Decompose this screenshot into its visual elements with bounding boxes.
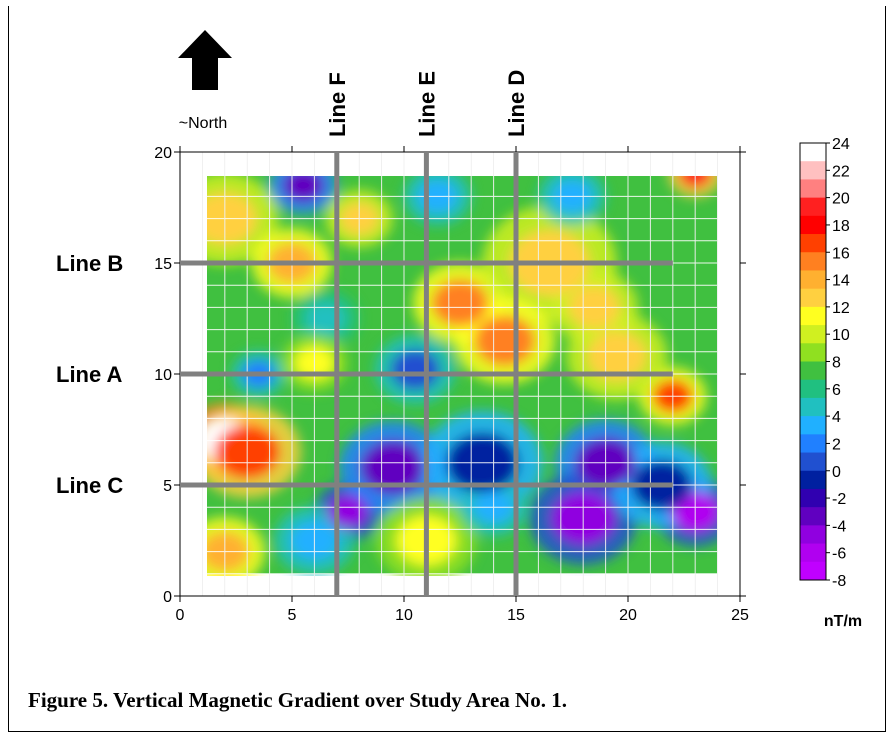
colorbar-swatch bbox=[800, 470, 826, 490]
colorbar-swatch bbox=[800, 434, 826, 454]
colorbar-tick-label: -6 bbox=[832, 546, 846, 563]
anomaly-core bbox=[586, 331, 648, 382]
figure-caption: Figure 5. Vertical Magnetic Gradient ove… bbox=[28, 688, 567, 712]
colorbar-swatch bbox=[800, 416, 826, 435]
colorbar-tick-label: 10 bbox=[832, 327, 850, 344]
colorbar-tick-label: 16 bbox=[832, 245, 850, 262]
anomaly-core bbox=[474, 315, 536, 366]
x-tick-label: 15 bbox=[507, 607, 525, 624]
colorbar-swatch bbox=[800, 306, 826, 326]
colorbar-unit-label: nT/m bbox=[824, 613, 862, 630]
x-tick-label: 25 bbox=[731, 607, 749, 624]
colorbar-tick-label: -4 bbox=[832, 518, 846, 535]
colorbar-tick-label: 24 bbox=[832, 136, 850, 153]
colorbar-swatch bbox=[800, 179, 826, 199]
colorbar-tick-label: 8 bbox=[832, 355, 841, 372]
survey-line-label: Line E bbox=[414, 71, 439, 137]
x-tick-label: 10 bbox=[395, 607, 413, 624]
colorbar-swatch bbox=[800, 161, 826, 180]
north-arrow-icon bbox=[178, 30, 232, 90]
colorbar-swatch bbox=[800, 397, 826, 417]
anomaly-core bbox=[283, 176, 324, 202]
colorbar-tick-label: 2 bbox=[832, 436, 841, 453]
colorbar-tick-label: 4 bbox=[832, 409, 841, 426]
colorbar-swatch bbox=[800, 379, 826, 399]
survey-line-label: Line F bbox=[325, 72, 350, 137]
survey-line-label: Line D bbox=[504, 70, 529, 137]
y-tick-label: 0 bbox=[163, 589, 172, 606]
colorbar-tick-label: 22 bbox=[832, 163, 850, 180]
colorbar-swatch bbox=[800, 543, 826, 563]
colorbar-tick-label: 18 bbox=[832, 218, 850, 235]
y-tick-label: 15 bbox=[154, 256, 172, 273]
y-tick-label: 20 bbox=[154, 145, 172, 162]
colorbar-swatch bbox=[800, 288, 826, 308]
colorbar-swatch bbox=[800, 361, 826, 381]
survey-line-label: Line A bbox=[56, 362, 123, 387]
colorbar-swatch bbox=[800, 452, 826, 472]
colorbar-tick-label: -8 bbox=[832, 573, 846, 590]
survey-line-label: Line B bbox=[56, 251, 123, 276]
colorbar-swatch bbox=[800, 252, 826, 271]
colorbar-swatch bbox=[800, 525, 826, 545]
colorbar-swatch bbox=[800, 143, 826, 162]
colorbar-swatch bbox=[800, 561, 826, 581]
colorbar-swatch bbox=[800, 197, 826, 217]
colorbar-tick-label: 20 bbox=[832, 191, 850, 208]
colorbar-tick-label: 0 bbox=[832, 464, 841, 481]
colorbar-tick-label: 14 bbox=[832, 273, 850, 290]
colorbar-swatch bbox=[800, 488, 826, 508]
colorbar-swatch bbox=[800, 234, 826, 253]
north-label: ~North bbox=[179, 115, 227, 132]
anomaly-core bbox=[327, 494, 369, 529]
colorbar-swatch bbox=[800, 507, 826, 526]
colorbar-tick-label: -2 bbox=[832, 491, 846, 508]
colorbar-swatch bbox=[800, 325, 826, 344]
colorbar-tick-label: 12 bbox=[832, 300, 850, 317]
x-tick-label: 0 bbox=[176, 607, 185, 624]
anomaly-core bbox=[360, 440, 426, 494]
colorbar-tick-label: 6 bbox=[832, 382, 841, 399]
colorbar-swatch bbox=[800, 215, 826, 235]
anomaly-core bbox=[391, 349, 440, 390]
colorbar-swatch bbox=[800, 343, 826, 362]
colorbar-swatch bbox=[800, 270, 826, 290]
x-tick-label: 5 bbox=[288, 607, 297, 624]
y-tick-label: 5 bbox=[163, 478, 172, 495]
survey-lines: Line A Line B Line C Line D Line E Line F bbox=[56, 70, 673, 596]
anomaly-core bbox=[305, 301, 346, 336]
survey-line-label: Line C bbox=[56, 473, 123, 498]
anomaly-core bbox=[431, 279, 489, 327]
y-tick-label: 10 bbox=[154, 367, 172, 384]
x-tick-label: 20 bbox=[619, 607, 637, 624]
